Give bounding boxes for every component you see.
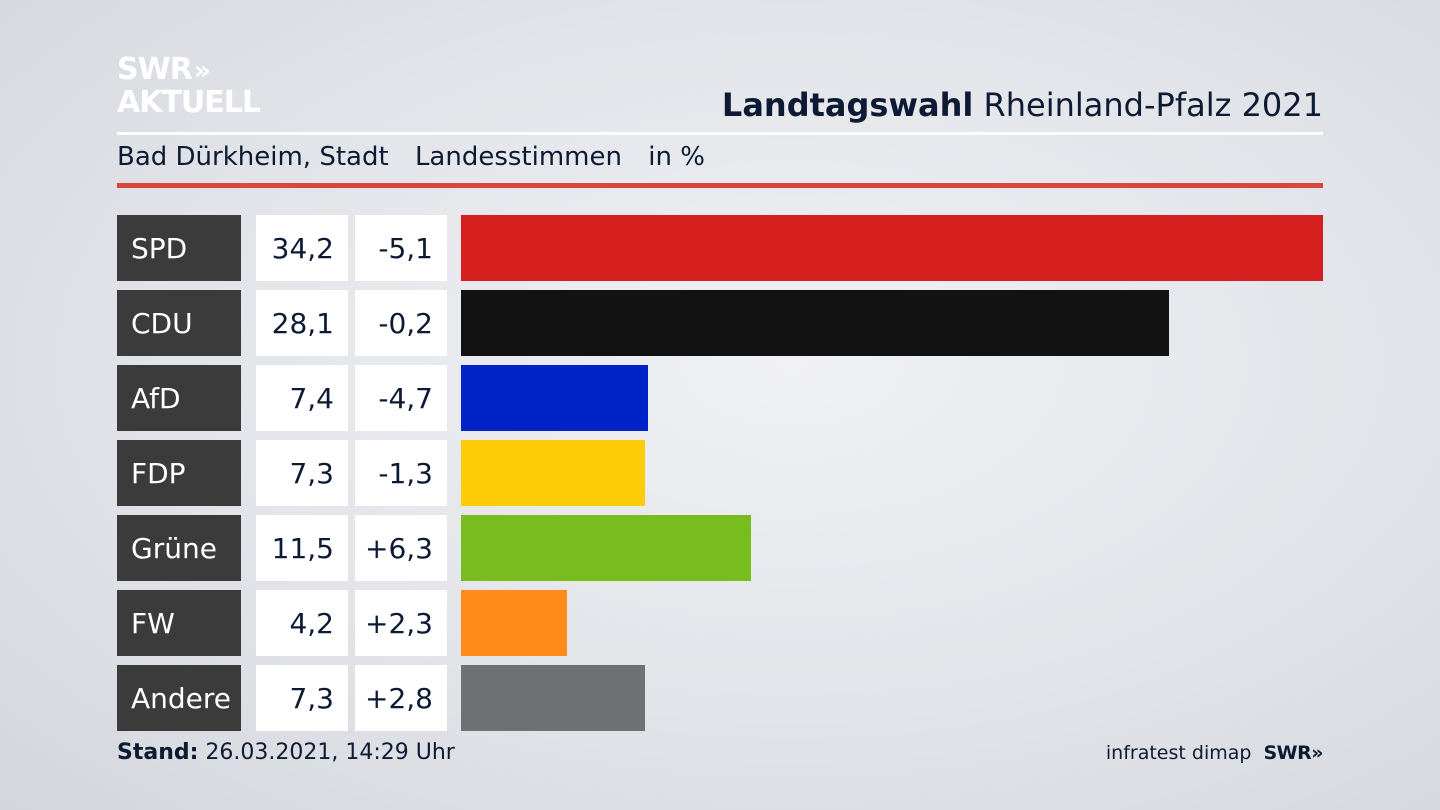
result-bar (461, 440, 645, 506)
vote-type-label: Landesstimmen (414, 142, 622, 172)
party-label: FDP (117, 440, 241, 506)
party-row: SPD 34,2 -5,1 (117, 215, 1323, 281)
subtitle-divider (117, 183, 1323, 188)
party-label: Grüne (117, 515, 241, 581)
party-label: Andere (117, 665, 241, 731)
chart-subtitle: Bad Dürkheim, Stadt Landesstimmen in % (117, 142, 723, 172)
swr-brand-logo: SWR» (1263, 742, 1323, 764)
swr-aktuell-logo: SWR» AKTUELL (117, 54, 261, 120)
party-label: AfD (117, 365, 241, 431)
title-bold: Landtagswahl (721, 86, 974, 124)
vote-share-label: 11,5 (256, 515, 348, 581)
source-credit: infratest dimap SWR» (1105, 742, 1324, 764)
change-label: +6,3 (355, 515, 447, 581)
logo-line-2: AKTUELL (117, 85, 261, 120)
party-row: Grüne 11,5 +6,3 (117, 515, 1323, 581)
result-bar (461, 515, 751, 581)
stand-label: Stand: (117, 740, 199, 765)
party-row: CDU 28,1 -0,2 (117, 290, 1323, 356)
logo-arrows-icon: » (193, 56, 211, 86)
brand-text: SWR (1263, 742, 1312, 764)
party-row: FW 4,2 +2,3 (117, 590, 1323, 656)
stand-value: 26.03.2021, 14:29 Uhr (205, 740, 455, 765)
vote-share-label: 7,3 (256, 440, 348, 506)
result-bar (461, 290, 1169, 356)
party-label: CDU (117, 290, 241, 356)
unit-label: in % (648, 142, 705, 172)
logo-swr-text: SWR (117, 52, 193, 87)
source-label: infratest dimap (1105, 742, 1252, 764)
party-label: FW (117, 590, 241, 656)
change-label: -4,7 (355, 365, 447, 431)
result-bar (461, 665, 645, 731)
result-bar (461, 365, 648, 431)
title-rest: Rheinland-Pfalz 2021 (983, 86, 1323, 124)
change-label: +2,3 (355, 590, 447, 656)
header-divider (117, 132, 1323, 135)
logo-line-1: SWR» (117, 54, 260, 87)
change-label: -0,2 (355, 290, 447, 356)
location-label: Bad Dürkheim, Stadt (117, 142, 389, 172)
result-bar (461, 590, 567, 656)
change-label: -1,3 (355, 440, 447, 506)
results-chart: SPD 34,2 -5,1 CDU 28,1 -0,2 AfD 7,4 -4,7 FDP 7,3 -1… (117, 215, 1323, 740)
vote-share-label: 7,3 (256, 665, 348, 731)
change-label: +2,8 (355, 665, 447, 731)
result-bar (461, 215, 1323, 281)
vote-share-label: 7,4 (256, 365, 348, 431)
chart-title: Landtagswahl Rheinland-Pfalz 2021 (722, 86, 1323, 124)
vote-share-label: 28,1 (256, 290, 348, 356)
party-label: SPD (117, 215, 241, 281)
timestamp: Stand: 26.03.2021, 14:29 Uhr (117, 740, 455, 765)
party-row: FDP 7,3 -1,3 (117, 440, 1323, 506)
brand-arrows-icon: » (1311, 742, 1323, 764)
party-row: AfD 7,4 -4,7 (117, 365, 1323, 431)
party-row: Andere 7,3 +2,8 (117, 665, 1323, 731)
change-label: -5,1 (355, 215, 447, 281)
vote-share-label: 34,2 (256, 215, 348, 281)
vote-share-label: 4,2 (256, 590, 348, 656)
